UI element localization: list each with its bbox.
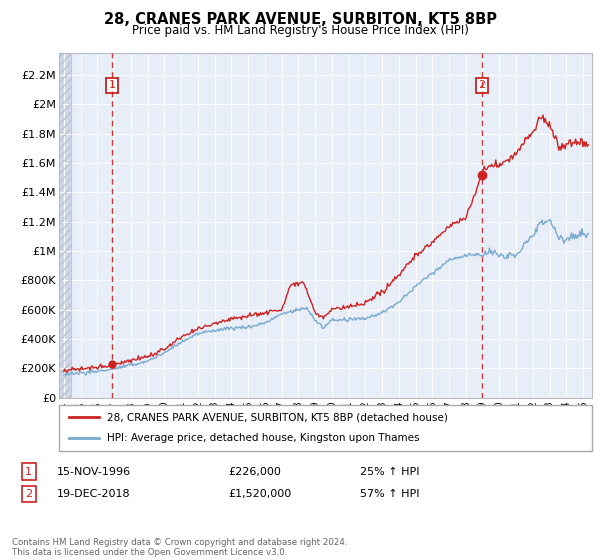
Text: £226,000: £226,000 [228,466,281,477]
Text: 28, CRANES PARK AVENUE, SURBITON, KT5 8BP: 28, CRANES PARK AVENUE, SURBITON, KT5 8B… [104,12,497,27]
Text: 28, CRANES PARK AVENUE, SURBITON, KT5 8BP (detached house): 28, CRANES PARK AVENUE, SURBITON, KT5 8B… [107,412,448,422]
Text: 15-NOV-1996: 15-NOV-1996 [57,466,131,477]
Text: Contains HM Land Registry data © Crown copyright and database right 2024.
This d: Contains HM Land Registry data © Crown c… [12,538,347,557]
Text: 1: 1 [109,81,116,91]
Text: 1: 1 [25,466,32,477]
Text: HPI: Average price, detached house, Kingston upon Thames: HPI: Average price, detached house, King… [107,433,419,444]
Text: £1,520,000: £1,520,000 [228,489,291,499]
Text: 2: 2 [25,489,32,499]
Text: Price paid vs. HM Land Registry's House Price Index (HPI): Price paid vs. HM Land Registry's House … [131,24,469,36]
Text: 2: 2 [478,81,485,91]
Text: 57% ↑ HPI: 57% ↑ HPI [360,489,419,499]
Text: 25% ↑ HPI: 25% ↑ HPI [360,466,419,477]
Text: 19-DEC-2018: 19-DEC-2018 [57,489,131,499]
Polygon shape [59,53,71,398]
